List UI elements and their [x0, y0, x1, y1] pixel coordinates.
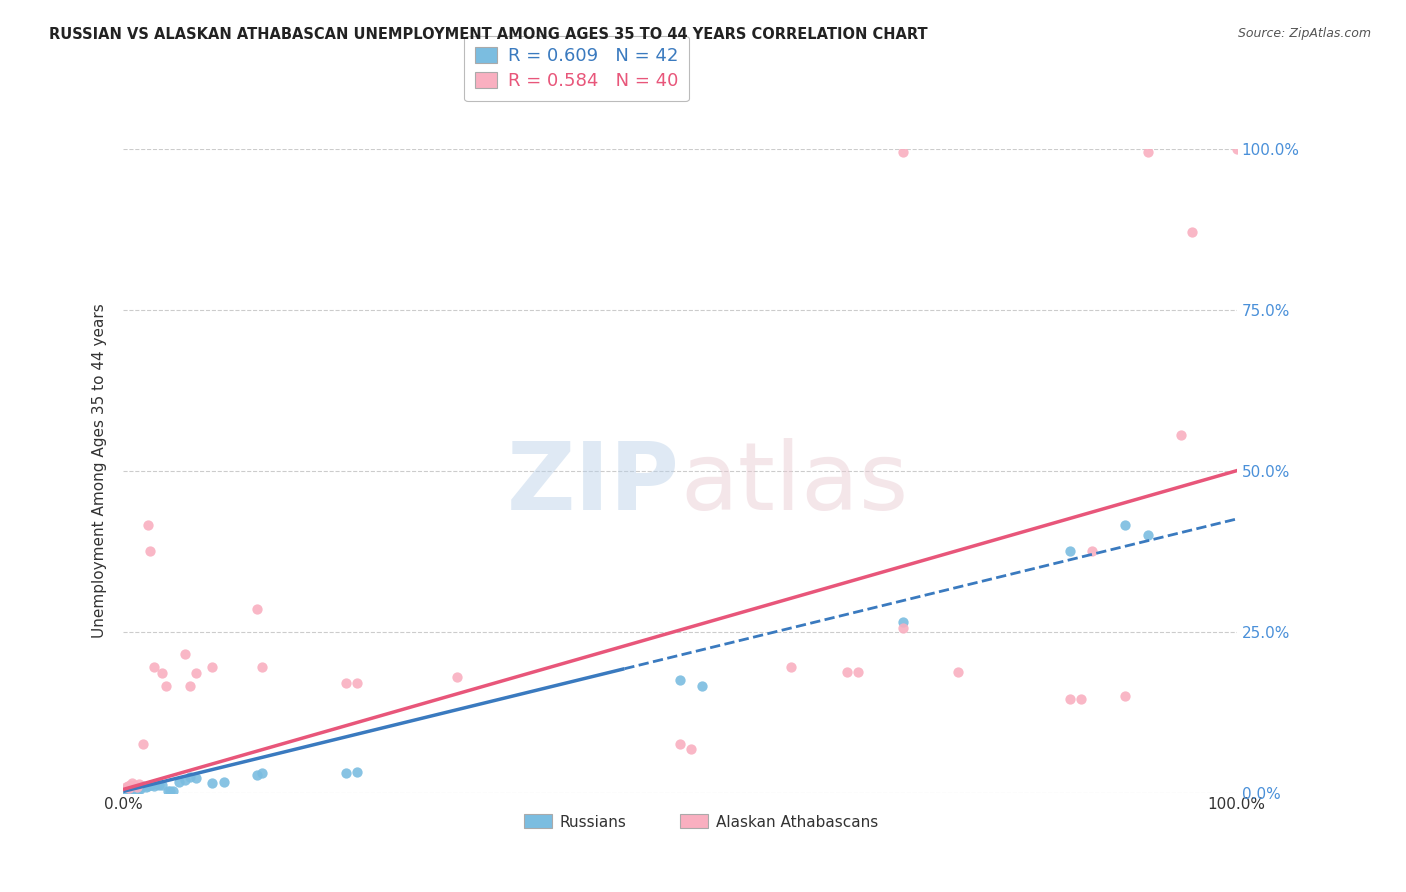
Point	[690, 679, 713, 693]
Point	[1114, 689, 1136, 703]
Point	[129, 780, 152, 795]
Point	[156, 784, 179, 798]
Point	[117, 783, 139, 797]
Point	[173, 773, 195, 788]
Point	[136, 518, 159, 533]
Point	[115, 783, 138, 797]
Point	[1070, 692, 1092, 706]
Point	[1059, 692, 1081, 706]
Point	[128, 777, 150, 791]
Point	[1170, 428, 1192, 442]
Text: Source: ZipAtlas.com: Source: ZipAtlas.com	[1237, 27, 1371, 40]
Point	[669, 673, 692, 687]
Point	[212, 775, 235, 789]
Point	[1081, 544, 1104, 558]
Point	[155, 679, 177, 693]
Point	[179, 679, 201, 693]
Point	[124, 778, 146, 792]
Point	[132, 779, 155, 793]
Point	[346, 764, 368, 779]
Point	[179, 770, 201, 784]
Point	[681, 741, 703, 756]
Point	[335, 676, 357, 690]
Point	[891, 622, 914, 636]
Point	[129, 781, 152, 796]
Point	[118, 783, 141, 797]
Point	[201, 776, 224, 790]
Point	[246, 767, 269, 781]
Point	[252, 766, 274, 780]
Point	[184, 771, 207, 785]
Point	[121, 782, 143, 797]
Point	[162, 784, 184, 798]
Text: RUSSIAN VS ALASKAN ATHABASCAN UNEMPLOYMENT AMONG AGES 35 TO 44 YEARS CORRELATION: RUSSIAN VS ALASKAN ATHABASCAN UNEMPLOYME…	[49, 27, 928, 42]
Point	[201, 660, 224, 674]
Point	[125, 783, 148, 797]
Point	[120, 779, 142, 793]
Point	[948, 665, 970, 679]
Point	[148, 778, 170, 792]
Point	[780, 660, 803, 674]
Point	[121, 776, 143, 790]
Text: Russians: Russians	[560, 815, 627, 830]
Point	[246, 602, 269, 616]
Text: ZIP: ZIP	[508, 438, 681, 530]
Point	[846, 665, 869, 679]
Point	[124, 782, 146, 797]
Point	[124, 781, 146, 796]
Point	[150, 778, 173, 792]
Point	[136, 779, 159, 793]
Point	[114, 780, 136, 795]
Point	[143, 779, 166, 793]
Point	[1181, 226, 1204, 240]
Point	[252, 660, 274, 674]
Point	[184, 666, 207, 681]
Point	[118, 778, 141, 792]
Point	[125, 780, 148, 794]
Point	[117, 779, 139, 793]
Text: Alaskan Athabascans: Alaskan Athabascans	[716, 815, 877, 830]
Point	[1114, 518, 1136, 533]
Bar	[681, 814, 707, 828]
Legend: R = 0.609   N = 42, R = 0.584   N = 40: R = 0.609 N = 42, R = 0.584 N = 40	[464, 36, 689, 101]
Point	[139, 778, 162, 792]
Point	[1136, 528, 1159, 542]
Point	[118, 782, 141, 797]
Point	[143, 660, 166, 674]
Point	[150, 666, 173, 681]
Point	[1226, 142, 1249, 156]
Point	[159, 784, 181, 798]
Point	[112, 783, 135, 797]
Text: atlas: atlas	[681, 438, 908, 530]
Point	[139, 544, 162, 558]
Point	[127, 782, 149, 797]
Point	[132, 737, 155, 751]
Point	[173, 647, 195, 661]
Point	[835, 665, 858, 679]
Point	[122, 783, 145, 797]
Point	[120, 783, 142, 797]
Point	[145, 777, 167, 791]
Point	[891, 145, 914, 159]
Point	[1059, 544, 1081, 558]
Bar	[524, 814, 553, 828]
Point	[167, 774, 190, 789]
Point	[135, 780, 157, 794]
Point	[1136, 145, 1159, 159]
Point	[346, 676, 368, 690]
Point	[118, 781, 141, 796]
Point	[446, 670, 468, 684]
Point	[891, 615, 914, 629]
Point	[114, 782, 136, 797]
Point	[335, 766, 357, 780]
Y-axis label: Unemployment Among Ages 35 to 44 years: Unemployment Among Ages 35 to 44 years	[93, 303, 107, 638]
Point	[669, 737, 692, 751]
